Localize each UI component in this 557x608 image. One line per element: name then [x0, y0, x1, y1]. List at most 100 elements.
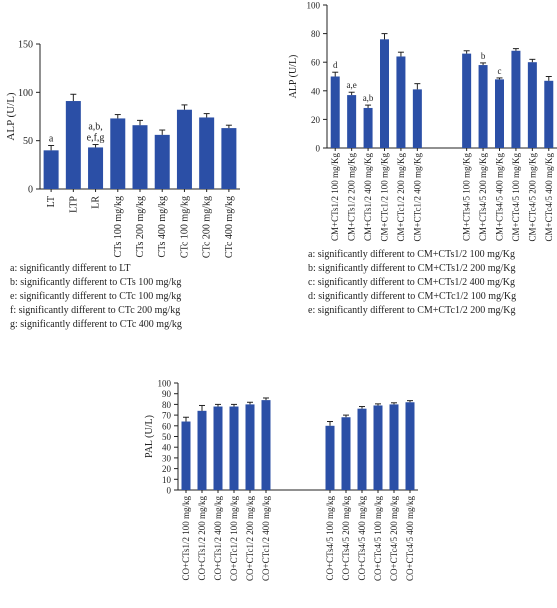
- x-tick-label: CO+CTs4/5 100 mg/kg: [325, 496, 335, 581]
- bar: [132, 125, 148, 189]
- significance-label: b: [481, 51, 486, 61]
- x-tick-label: CM+CTc1/2 200 mg/Kg: [396, 153, 406, 242]
- x-tick-label: CM+CTs4/5 100 mg/Kg: [462, 153, 472, 241]
- y-tick-label: 100: [158, 379, 172, 389]
- x-tick-label: CO+CTc4/5 400 mg/kg: [405, 496, 415, 581]
- x-tick-label: CO+CTs4/5 200 mg/kg: [341, 496, 351, 581]
- x-tick-label: LTP: [68, 196, 79, 213]
- x-tick-label: CO+CTc4/5 100 mg/kg: [373, 496, 383, 581]
- y-tick-label: 0: [167, 486, 172, 496]
- significance-label: a: [49, 134, 54, 145]
- y-tick-label: 60: [162, 421, 172, 431]
- x-tick-label: CO+CTs1/2 200 mg/kg: [197, 496, 207, 581]
- bar: [88, 147, 104, 189]
- y-tick-label: 150: [18, 40, 33, 51]
- bar: [65, 101, 81, 189]
- x-tick-label: CO+CTs1/2 400 mg/kg: [213, 496, 223, 581]
- y-tick-label: 50: [23, 136, 33, 147]
- x-tick-label: LR: [91, 196, 102, 209]
- x-tick-label: CO+CTc1/2 400 mg/kg: [261, 496, 271, 581]
- bar: [389, 404, 399, 490]
- x-tick-label: CTs 200 mg/kg: [135, 196, 146, 258]
- y-tick-label: 100: [18, 88, 33, 99]
- x-tick-label: CO+CTc1/2 200 mg/kg: [245, 496, 255, 581]
- chart2-legend: a: significantly different to CM+CTs1/2 …: [308, 248, 516, 318]
- x-tick-label: CTc 400 mg/kg: [224, 196, 235, 258]
- significance-label: c: [498, 66, 502, 76]
- y-tick-label: 40: [311, 86, 321, 96]
- significance-label: a,b,: [88, 122, 102, 133]
- x-tick-label: CTc 200 mg/kg: [202, 196, 213, 258]
- x-tick-label: CTc 100 mg/kg: [179, 196, 190, 258]
- y-tick-label: 60: [311, 58, 321, 68]
- y-tick-label: 70: [162, 411, 172, 421]
- y-tick-label: 90: [162, 389, 172, 399]
- bar: [341, 417, 351, 490]
- y-tick-label: 20: [311, 115, 321, 125]
- chart1-legend: a: significantly different to LT b: sign…: [10, 262, 182, 332]
- bar: [373, 405, 383, 490]
- x-tick-label: LT: [46, 196, 57, 207]
- bar: [527, 62, 537, 149]
- chart1-legend-item: e: significantly different to CTc 100 mg…: [10, 291, 182, 302]
- x-tick-label: CM+CTs4/5 400 mg/Kg: [495, 153, 505, 241]
- chart2-legend-item: a: significantly different to CM+CTs1/2 …: [308, 249, 515, 260]
- bar: [199, 117, 215, 189]
- bar: [478, 65, 488, 148]
- y-tick-label: 80: [311, 29, 321, 39]
- x-tick-label: CM+CTs4/5 200 mg/Kg: [478, 153, 488, 241]
- chart2-legend-item: c: significantly different to CM+CTs1/2 …: [308, 277, 515, 288]
- bar: [412, 89, 422, 148]
- x-tick-label: CTs 400 mg/kg: [157, 196, 168, 258]
- x-tick-label: CM+CTc4/5 200 mg/Kg: [527, 153, 537, 242]
- bar: [197, 410, 207, 490]
- bar: [213, 406, 223, 490]
- bar: [181, 421, 191, 490]
- bar: [261, 400, 271, 490]
- y-tick-label: 80: [162, 400, 172, 410]
- x-tick-label: CM+CTs1/2 400 mg/Kg: [363, 153, 373, 241]
- x-tick-label: CM+CTs1/2 100 mg/Kg: [330, 153, 340, 241]
- y-axis-label: ALP (U/L): [5, 92, 17, 141]
- bar: [245, 404, 255, 490]
- y-tick-label: 50: [162, 432, 172, 442]
- bar: [511, 50, 521, 149]
- bar: [176, 109, 192, 189]
- y-tick-label: 20: [162, 464, 172, 474]
- x-tick-label: CO+CTs1/2 100 mg/kg: [181, 496, 191, 581]
- chart1-legend-item: a: significantly different to LT: [10, 263, 131, 274]
- y-axis-label: PAL (U/L): [144, 415, 155, 458]
- x-tick-label: CM+CTc4/5 100 mg/Kg: [511, 153, 521, 242]
- bar: [357, 408, 367, 490]
- significance-label: d: [333, 60, 338, 70]
- bar: [462, 53, 472, 149]
- bar: [221, 128, 237, 189]
- x-tick-label: CM+CTs1/2 200 mg/Kg: [347, 153, 357, 241]
- x-tick-label: CO+CTc4/5 200 mg/kg: [389, 496, 399, 581]
- bar: [405, 402, 415, 490]
- chart2-legend-item: e: significantly different to CM+CTc1/2 …: [308, 305, 516, 316]
- x-tick-label: CM+CTc4/5 400 mg/Kg: [544, 153, 554, 242]
- x-tick-label: CTs 100 mg/kg: [113, 196, 124, 258]
- bar: [43, 150, 59, 189]
- y-axis-label: ALP (U/L): [288, 55, 299, 99]
- significance-label: a,e: [347, 80, 357, 90]
- bar: [110, 118, 126, 189]
- x-tick-label: CO+CTc1/2 100 mg/kg: [229, 496, 239, 581]
- x-tick-label: CM+CTc1/2 100 mg/Kg: [380, 153, 390, 242]
- bar: [380, 39, 389, 148]
- x-tick-label: CM+CTc1/2 400 mg/Kg: [412, 153, 422, 242]
- bar: [330, 76, 340, 148]
- chart2-legend-item: b: significantly different to CM+CTs1/2 …: [308, 263, 516, 274]
- x-tick-label: CO+CTs4/5 400 mg/kg: [357, 496, 367, 581]
- bar: [544, 80, 554, 148]
- y-tick-label: 40: [162, 443, 172, 453]
- bar: [396, 56, 406, 149]
- chart1-legend-item: f: significantly different to CTc 200 mg…: [10, 305, 181, 316]
- bar: [154, 134, 170, 189]
- y-tick-label: 0: [316, 144, 321, 154]
- significance-label: e,f,g: [87, 133, 105, 144]
- y-tick-label: 0: [28, 185, 33, 196]
- y-tick-label: 100: [307, 1, 321, 11]
